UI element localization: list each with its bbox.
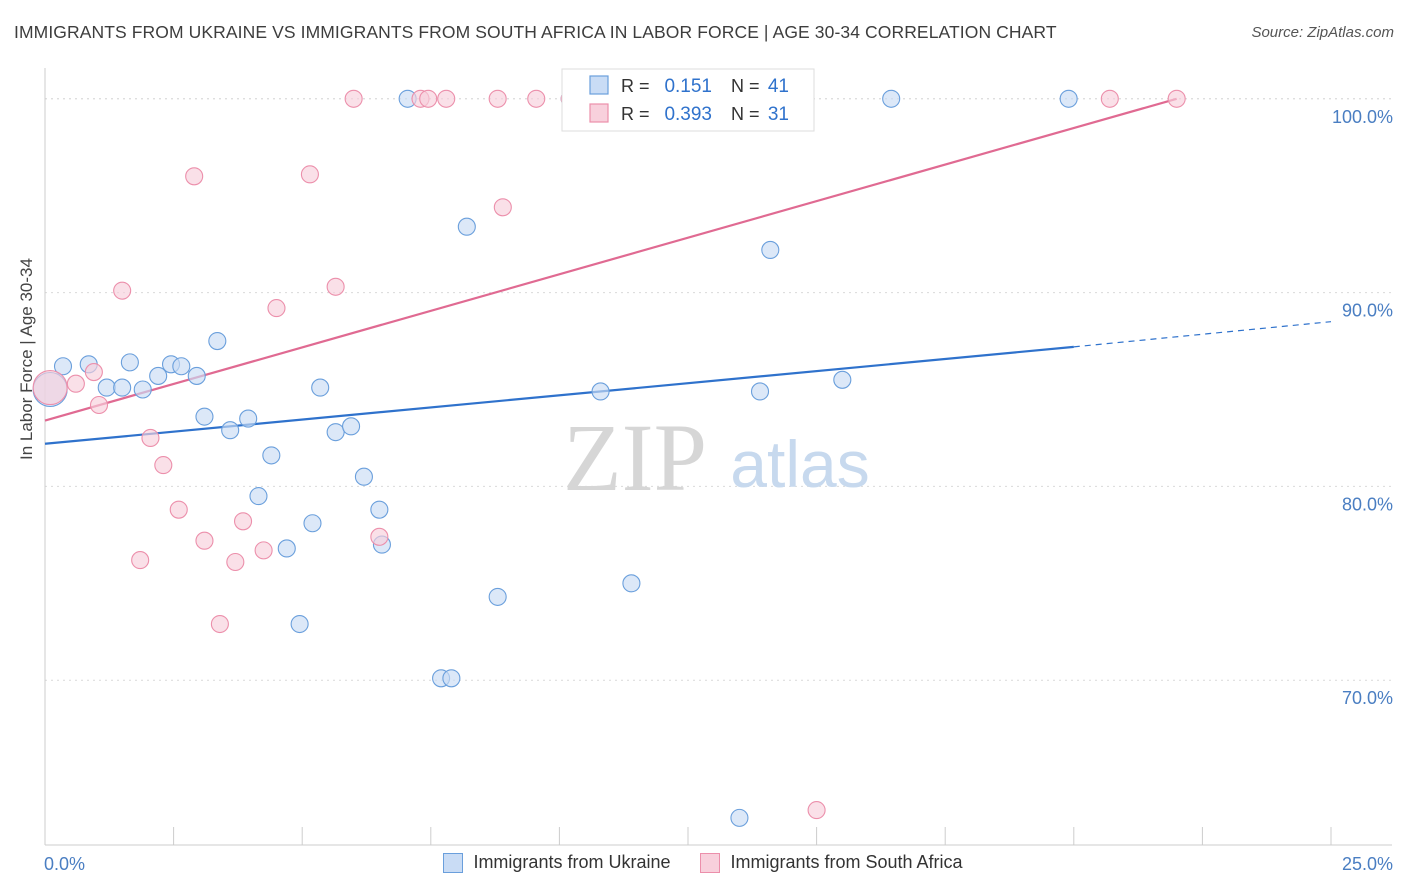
- y-tick-label: 100.0%: [1332, 107, 1393, 127]
- legend-item-ukraine[interactable]: Immigrants from Ukraine: [443, 852, 670, 873]
- point-ukraine: [262, 446, 281, 465]
- point-ukraine: [591, 382, 610, 401]
- point-ukraine: [133, 380, 152, 399]
- point-ukraine: [290, 614, 309, 634]
- x-tick-label: 0.0%: [44, 854, 85, 874]
- point-south-africa: [66, 374, 85, 393]
- legend-item-south-africa[interactable]: Immigrants from South Africa: [700, 852, 963, 873]
- point-south-africa: [169, 500, 188, 519]
- point-south-africa: [210, 614, 229, 634]
- chart-title: IMMIGRANTS FROM UKRAINE VS IMMIGRANTS FR…: [14, 22, 1057, 42]
- stats-n-label-ukraine: N =: [731, 76, 760, 96]
- point-south-africa: [84, 363, 103, 382]
- point-south-africa: [493, 198, 512, 217]
- point-south-africa: [488, 89, 507, 108]
- stats-n-value-south-africa: 31: [768, 104, 789, 125]
- trend-line-ukraine-extension: [1073, 321, 1332, 348]
- point-south-africa: [370, 527, 389, 546]
- point-ukraine: [208, 331, 227, 351]
- point-south-africa: [141, 428, 160, 448]
- legend-swatch-south-africa: [700, 852, 721, 873]
- point-ukraine: [239, 409, 258, 428]
- y-axis-label: In Labor Force | Age 30-34: [17, 258, 36, 460]
- point-ukraine: [53, 357, 73, 376]
- point-ukraine: [442, 669, 461, 688]
- point-south-africa: [1167, 89, 1186, 108]
- stats-legend-box: R = 0.151 N = 41 R = 0.393 N = 31: [561, 68, 815, 132]
- point-south-africa: [89, 395, 109, 415]
- stats-r-label-ukraine: R =: [621, 76, 650, 96]
- source-credit: Source: ZipAtlas.com: [1251, 24, 1394, 41]
- point-south-africa: [254, 541, 273, 560]
- point-south-africa: [233, 512, 253, 531]
- point-south-africa: [527, 89, 546, 108]
- legend-swatch-ukraine: [443, 852, 464, 873]
- stats-r-value-south-africa: 0.393: [664, 104, 712, 125]
- point-ukraine: [730, 808, 749, 827]
- point-south-africa: [226, 552, 245, 572]
- point-south-africa: [807, 801, 826, 820]
- point-ukraine: [833, 370, 852, 389]
- point-ukraine: [882, 89, 901, 108]
- watermark: ZIP atlas: [563, 404, 870, 511]
- point-ukraine: [457, 217, 476, 236]
- tick-labels: 100.0% 90.0% 80.0% 70.0% 0.0% 25.0%: [44, 107, 1393, 874]
- legend-label-ukraine: Immigrants from Ukraine: [473, 852, 671, 872]
- point-ukraine: [370, 500, 389, 519]
- y-tick-label: 70.0%: [1342, 688, 1393, 708]
- trend-line-south-africa: [44, 97, 1177, 422]
- point-ukraine: [277, 539, 296, 558]
- point-ukraine: [172, 357, 191, 376]
- point-ukraine: [488, 587, 507, 606]
- series-legend: Immigrants from Ukraine Immigrants from …: [0, 852, 1406, 873]
- point-ukraine: [354, 467, 373, 486]
- point-ukraine: [249, 487, 268, 506]
- point-ukraine: [187, 366, 206, 385]
- y-tick-label: 80.0%: [1342, 494, 1393, 514]
- point-south-africa: [113, 281, 132, 300]
- trend-line-ukraine: [44, 345, 1074, 445]
- point-south-africa: [344, 89, 363, 108]
- watermark-atlas: atlas: [730, 427, 869, 501]
- point-ukraine: [149, 366, 168, 385]
- point-south-africa: [437, 89, 456, 108]
- axes: [44, 68, 1392, 846]
- point-ukraine: [311, 378, 330, 397]
- stats-r-label-south-africa: R =: [621, 104, 650, 124]
- stats-n-value-ukraine: 41: [768, 76, 789, 97]
- point-south-africa: [195, 531, 214, 550]
- point-ukraine: [120, 353, 139, 372]
- point-ukraine: [97, 378, 116, 397]
- point-ukraine: [221, 421, 240, 440]
- point-ukraine: [303, 514, 322, 533]
- point-ukraine: [113, 378, 132, 397]
- point-south-africa: [267, 299, 286, 318]
- point-south-africa: [185, 167, 204, 186]
- stats-r-value-ukraine: 0.151: [664, 76, 712, 97]
- legend-label-south-africa: Immigrants from South Africa: [730, 852, 963, 872]
- watermark-zip: ZIP: [563, 404, 707, 511]
- stats-n-label-south-africa: N =: [731, 104, 760, 124]
- point-south-africa: [131, 551, 150, 570]
- stats-swatch-ukraine: [589, 75, 609, 95]
- point-south-africa: [326, 277, 345, 296]
- x-tick-label: 25.0%: [1342, 854, 1393, 874]
- y-tick-label: 90.0%: [1342, 301, 1393, 321]
- point-south-africa: [154, 456, 173, 475]
- point-ukraine: [622, 574, 641, 593]
- point-south-africa: [32, 370, 68, 406]
- point-ukraine: [342, 417, 361, 436]
- point-ukraine: [761, 240, 780, 260]
- stats-swatch-south-africa: [589, 103, 609, 123]
- point-ukraine: [750, 382, 770, 401]
- point-south-africa: [300, 165, 319, 184]
- point-ukraine: [326, 423, 345, 442]
- point-south-africa: [1100, 89, 1119, 108]
- gridlines: [45, 98, 1392, 681]
- point-south-africa: [419, 89, 438, 108]
- trend-lines: [44, 97, 1332, 445]
- point-ukraine: [1059, 89, 1078, 108]
- point-ukraine: [195, 407, 214, 426]
